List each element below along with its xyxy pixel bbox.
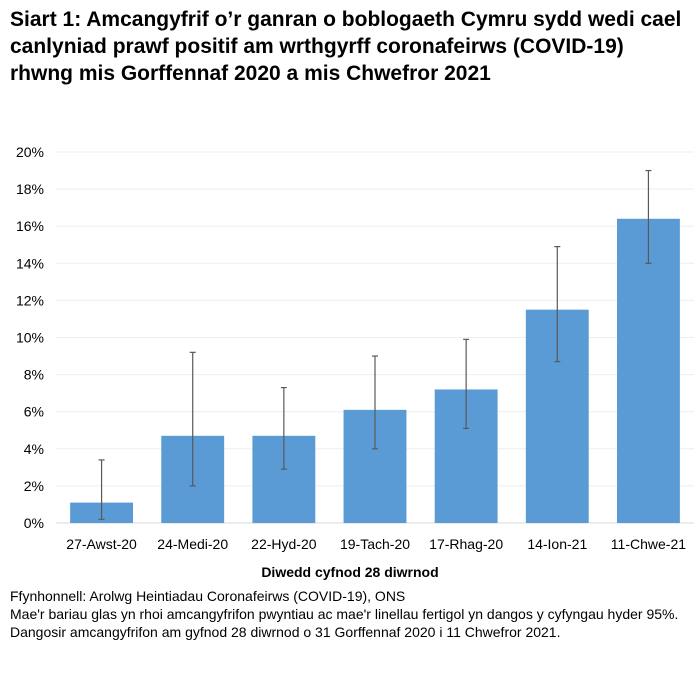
chart-title: Siart 1: Amcangyfrif o’r ganran o boblog…	[10, 8, 682, 85]
y-tick-label: 4%	[24, 441, 44, 457]
source-note: Ffynhonnell: Arolwg Heintiadau Coronafei…	[10, 588, 406, 604]
ci-note: Mae'r bariau glas yn rhoi amcangyfrifon …	[10, 606, 679, 640]
x-tick-label: 19-Tach-20	[340, 536, 410, 552]
x-axis-label: Diwedd cyfnod 28 diwrnod	[261, 564, 439, 580]
y-tick-label: 10%	[16, 330, 44, 346]
y-tick-label: 0%	[24, 515, 44, 531]
x-tick-label: 22-Hyd-20	[251, 536, 317, 552]
x-tick-label: 24-Medi-20	[157, 536, 228, 552]
y-tick-label: 18%	[16, 181, 44, 197]
bar	[616, 218, 680, 523]
y-tick-label: 2%	[24, 478, 44, 494]
x-tick-label: 17-Rhag-20	[429, 536, 503, 552]
x-tick-label: 14-Ion-21	[527, 536, 587, 552]
x-tick-label: 27-Awst-20	[66, 536, 137, 552]
y-tick-label: 14%	[16, 255, 44, 271]
x-tick-label: 11-Chwe-21	[611, 536, 686, 552]
y-tick-label: 6%	[24, 404, 44, 420]
y-tick-label: 8%	[24, 367, 44, 383]
y-tick-label: 16%	[16, 218, 44, 234]
chart-notes: Ffynhonnell: Arolwg Heintiadau Coronafei…	[10, 587, 690, 641]
y-tick-label: 12%	[16, 292, 44, 308]
y-tick-label: 20%	[16, 144, 44, 160]
